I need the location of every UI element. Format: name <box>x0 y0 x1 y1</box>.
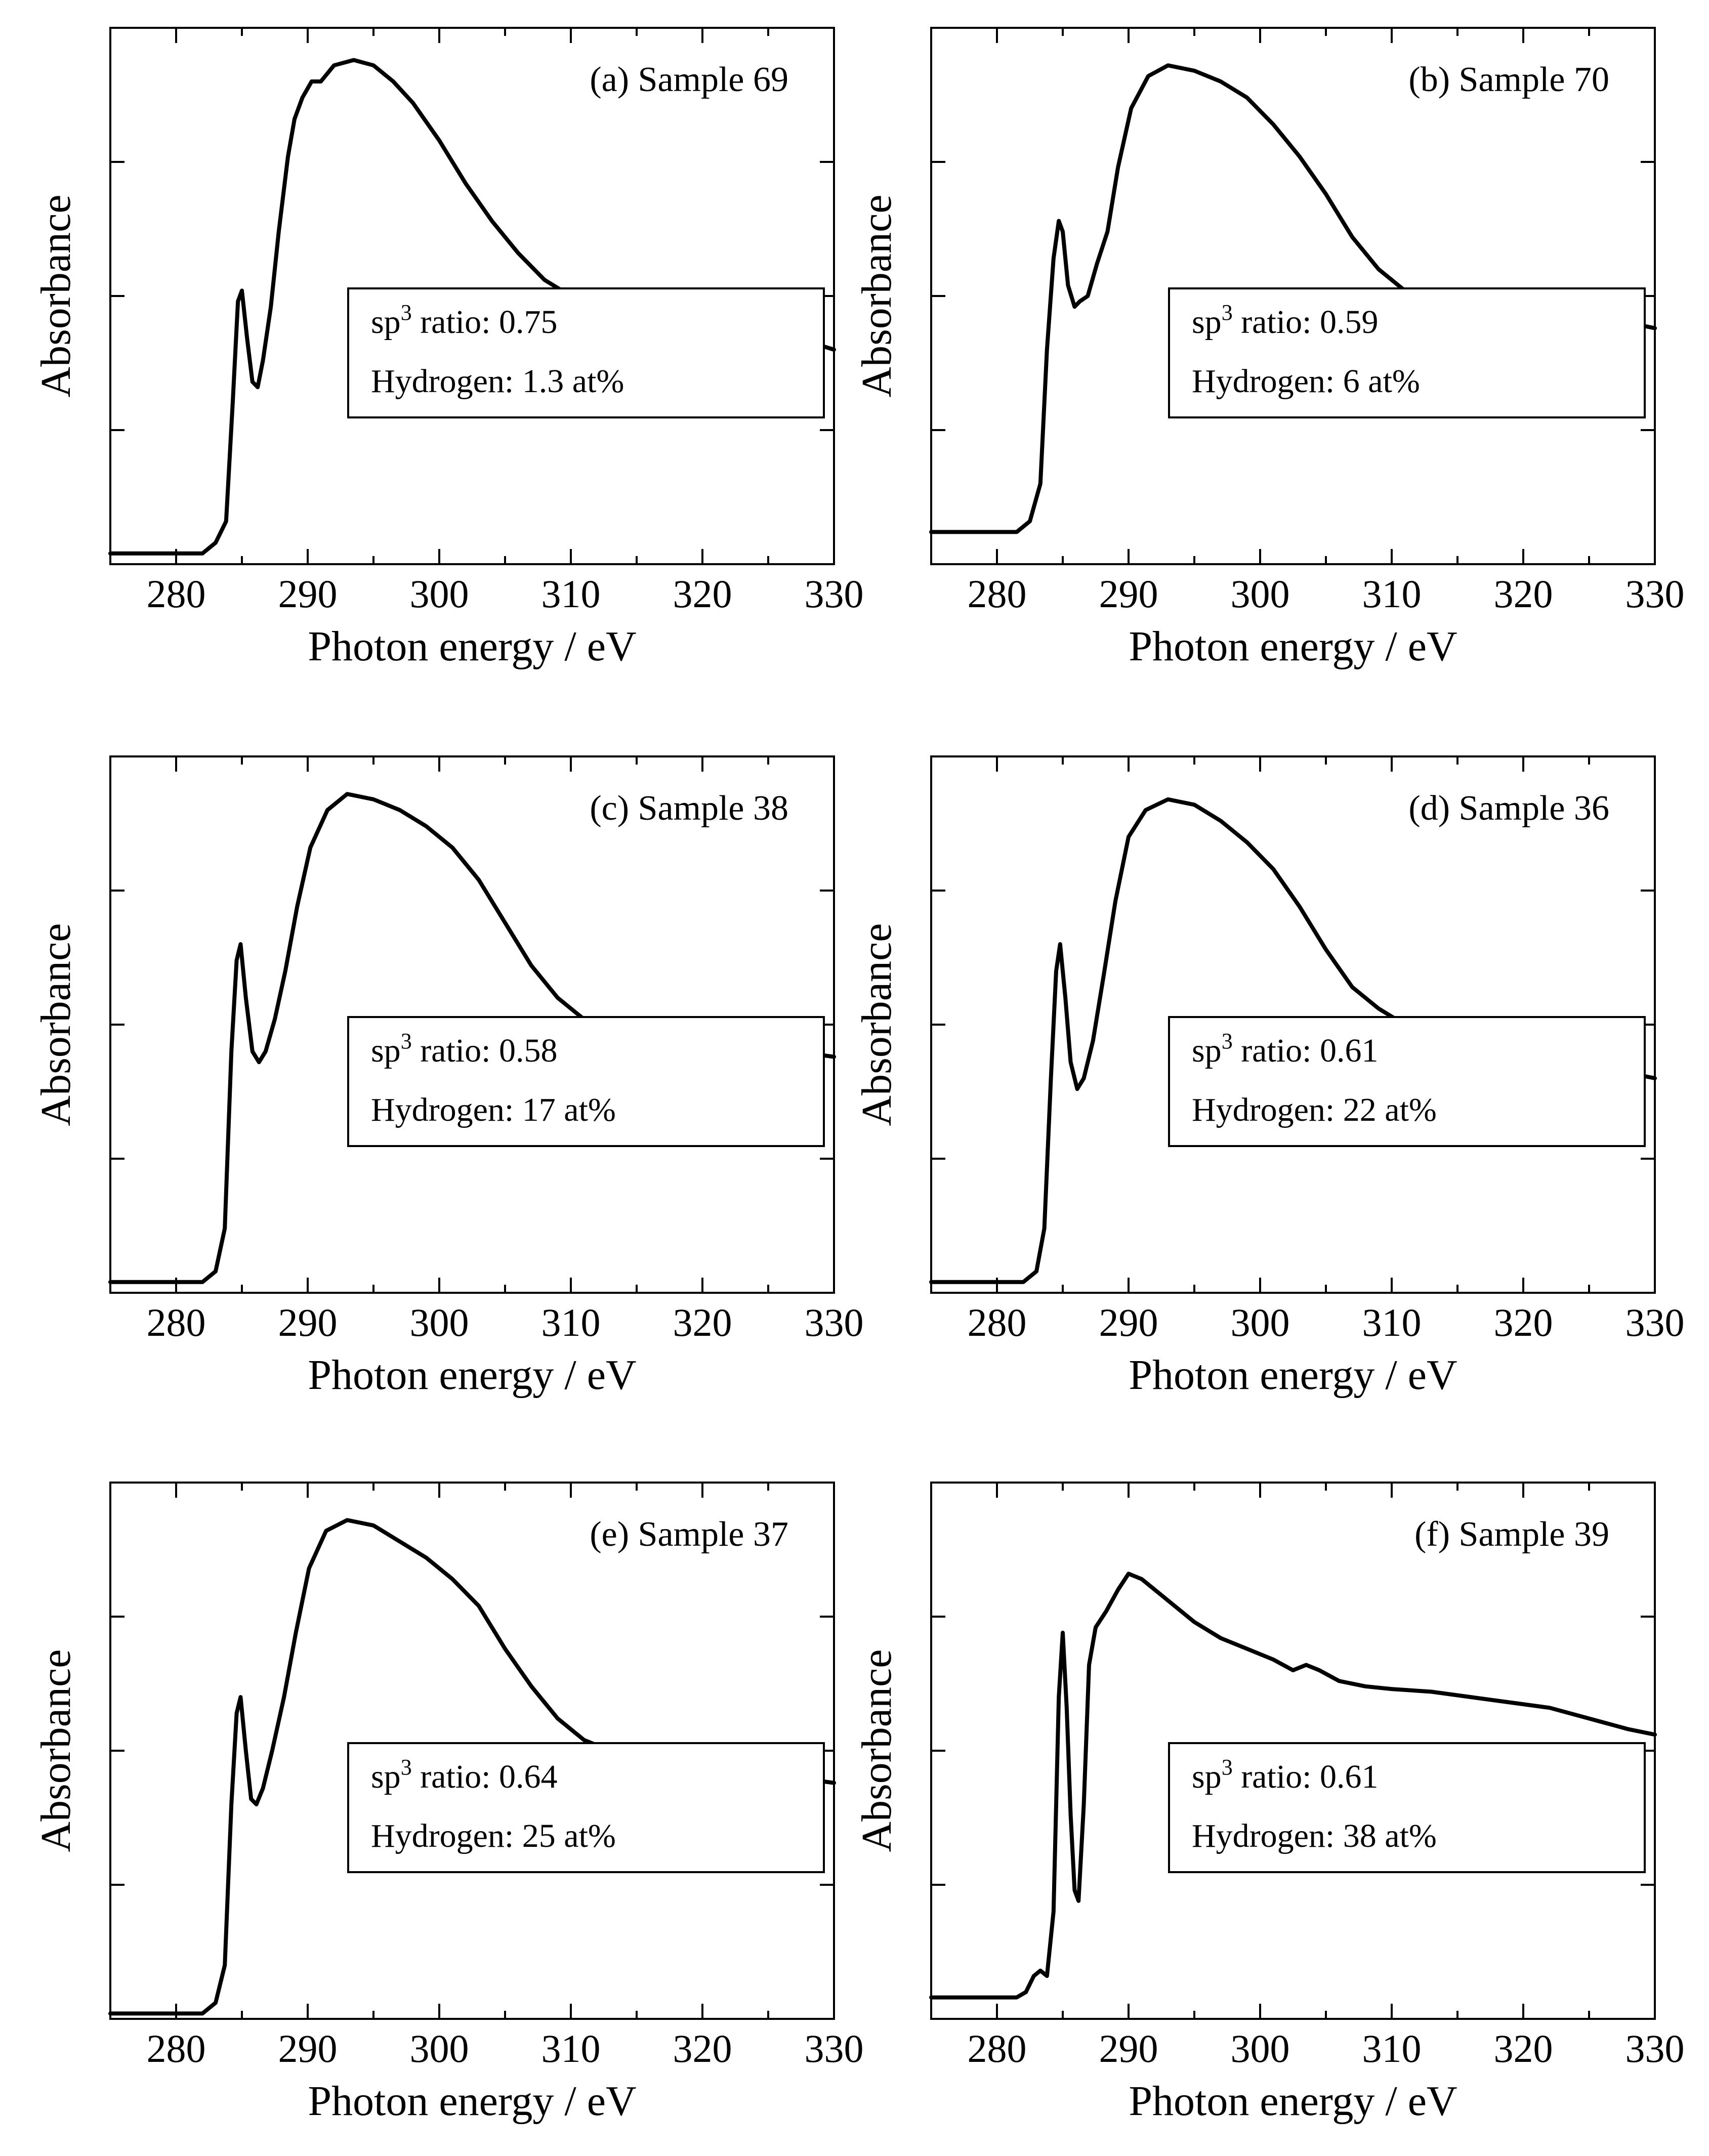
sp3-superscript: 3 <box>1222 1029 1233 1053</box>
sp3-ratio-value: ratio: 0.59 <box>1233 304 1379 341</box>
chart-panel-1: 280 290 300 310 320 330 Photon energy / eV Abso… <box>32 27 864 670</box>
sp3-ratio-text: sp3 ratio: 0.75 <box>371 300 557 341</box>
x-axis-label: Photon energy / eV <box>308 1351 636 1399</box>
sp3-prefix: sp <box>1192 304 1222 341</box>
x-tick-label: 330 <box>805 2026 864 2070</box>
x-tick-label: 310 <box>541 2026 601 2070</box>
chart-panel-6: 280 290 300 310 320 330 Photon energy / eV Abso… <box>853 1482 1685 2125</box>
y-axis-label: Absorbance <box>32 194 79 397</box>
hydrogen-text: Hydrogen: 22 at% <box>1192 1091 1437 1128</box>
sp3-superscript: 3 <box>401 300 412 325</box>
sp3-superscript: 3 <box>401 1755 412 1780</box>
x-tick-label: 290 <box>278 1300 338 1344</box>
x-axis-label: Photon energy / eV <box>308 2078 636 2125</box>
x-tick-label: 290 <box>1099 2026 1158 2070</box>
sp3-ratio-text: sp3 ratio: 0.64 <box>371 1755 557 1795</box>
panel-title: (e) Sample 37 <box>590 1515 788 1554</box>
sp3-prefix: sp <box>1192 1758 1222 1795</box>
x-tick-label: 290 <box>278 2026 338 2070</box>
x-axis-label: Photon energy / eV <box>1129 1351 1457 1399</box>
x-tick-label: 280 <box>147 572 206 616</box>
x-tick-label: 290 <box>278 572 338 616</box>
info-box <box>1168 1742 1646 1873</box>
x-tick-label: 330 <box>805 1300 864 1344</box>
x-axis-label: Photon energy / eV <box>308 623 636 670</box>
y-axis-label: Absorbance <box>32 1649 79 1852</box>
sp3-prefix: sp <box>371 1758 401 1795</box>
info-box <box>347 287 825 418</box>
y-axis-label: Absorbance <box>853 1649 900 1852</box>
x-tick-label: 320 <box>673 2026 732 2070</box>
sp3-ratio-value: ratio: 0.64 <box>412 1758 558 1795</box>
x-tick-label: 330 <box>1625 572 1685 616</box>
x-tick-label: 300 <box>410 2026 469 2070</box>
x-tick-label: 280 <box>968 572 1027 616</box>
hydrogen-text: Hydrogen: 25 at% <box>371 1817 616 1854</box>
info-box <box>347 1742 825 1873</box>
x-tick-label: 300 <box>1231 572 1290 616</box>
x-axis-label: Photon energy / eV <box>1129 623 1457 670</box>
sp3-ratio-value: ratio: 0.75 <box>412 304 558 341</box>
panel-title: (b) Sample 70 <box>1408 60 1609 99</box>
info-box <box>1168 287 1646 418</box>
sp3-ratio-text: sp3 ratio: 0.59 <box>1192 300 1378 341</box>
panel-title: (a) Sample 69 <box>590 60 788 99</box>
x-axis-label: Photon energy / eV <box>1129 2078 1457 2125</box>
x-tick-label: 290 <box>1099 1300 1158 1344</box>
x-tick-label: 330 <box>805 572 864 616</box>
y-axis-label: Absorbance <box>853 194 900 397</box>
sp3-prefix: sp <box>1192 1032 1222 1069</box>
x-tick-label: 330 <box>1625 2026 1685 2070</box>
x-tick-label: 310 <box>1362 572 1422 616</box>
y-axis-label: Absorbance <box>853 923 900 1126</box>
panel-title: (c) Sample 38 <box>590 789 788 828</box>
sp3-ratio-value: ratio: 0.61 <box>1233 1032 1379 1069</box>
sp3-ratio-text: sp3 ratio: 0.61 <box>1192 1755 1378 1795</box>
x-tick-label: 310 <box>1362 2026 1422 2070</box>
sp3-ratio-value: ratio: 0.58 <box>412 1032 558 1069</box>
x-tick-label: 310 <box>1362 1300 1422 1344</box>
hydrogen-text: Hydrogen: 38 at% <box>1192 1817 1437 1854</box>
x-tick-label: 300 <box>410 1300 469 1344</box>
x-tick-label: 330 <box>1625 1300 1685 1344</box>
x-tick-label: 280 <box>147 1300 206 1344</box>
x-tick-label: 290 <box>1099 572 1158 616</box>
sp3-ratio-value: ratio: 0.61 <box>1233 1758 1379 1795</box>
hydrogen-text: Hydrogen: 1.3 at% <box>371 363 624 400</box>
x-tick-label: 320 <box>1494 2026 1553 2070</box>
x-tick-label: 320 <box>673 1300 732 1344</box>
x-tick-label: 280 <box>968 2026 1027 2070</box>
panel-title: (f) Sample 39 <box>1414 1515 1609 1554</box>
x-tick-label: 320 <box>673 572 732 616</box>
x-tick-label: 310 <box>541 1300 601 1344</box>
x-tick-label: 280 <box>147 2026 206 2070</box>
x-tick-label: 300 <box>1231 1300 1290 1344</box>
sp3-ratio-text: sp3 ratio: 0.58 <box>371 1029 557 1069</box>
x-tick-label: 310 <box>541 572 601 616</box>
sp3-ratio-text: sp3 ratio: 0.61 <box>1192 1029 1378 1069</box>
x-tick-label: 300 <box>410 572 469 616</box>
x-tick-label: 280 <box>968 1300 1027 1344</box>
hydrogen-text: Hydrogen: 17 at% <box>371 1091 616 1128</box>
chart-panel-2: 280 290 300 310 320 330 Photon energy / eV Abso… <box>853 27 1685 670</box>
info-box <box>1168 1016 1646 1147</box>
sp3-prefix: sp <box>371 1032 401 1069</box>
panel-title: (d) Sample 36 <box>1408 789 1609 828</box>
info-box <box>347 1016 825 1147</box>
sp3-prefix: sp <box>371 304 401 341</box>
sp3-superscript: 3 <box>1222 300 1233 325</box>
x-tick-label: 320 <box>1494 572 1553 616</box>
x-tick-label: 320 <box>1494 1300 1553 1344</box>
series-line <box>929 1572 1657 2000</box>
chart-panel-4: 280 290 300 310 320 330 Photon energy / eV Abso… <box>853 755 1685 1399</box>
sp3-superscript: 3 <box>401 1029 412 1053</box>
sp3-superscript: 3 <box>1222 1755 1233 1780</box>
y-axis-label: Absorbance <box>32 923 79 1126</box>
hydrogen-text: Hydrogen: 6 at% <box>1192 363 1420 400</box>
x-tick-label: 300 <box>1231 2026 1290 2070</box>
chart-panel-3: 280 290 300 310 320 330 Photon energy / eV Abso… <box>32 755 864 1399</box>
chart-panel-5: 280 290 300 310 320 330 Photon energy / eV Abso… <box>32 1482 864 2125</box>
